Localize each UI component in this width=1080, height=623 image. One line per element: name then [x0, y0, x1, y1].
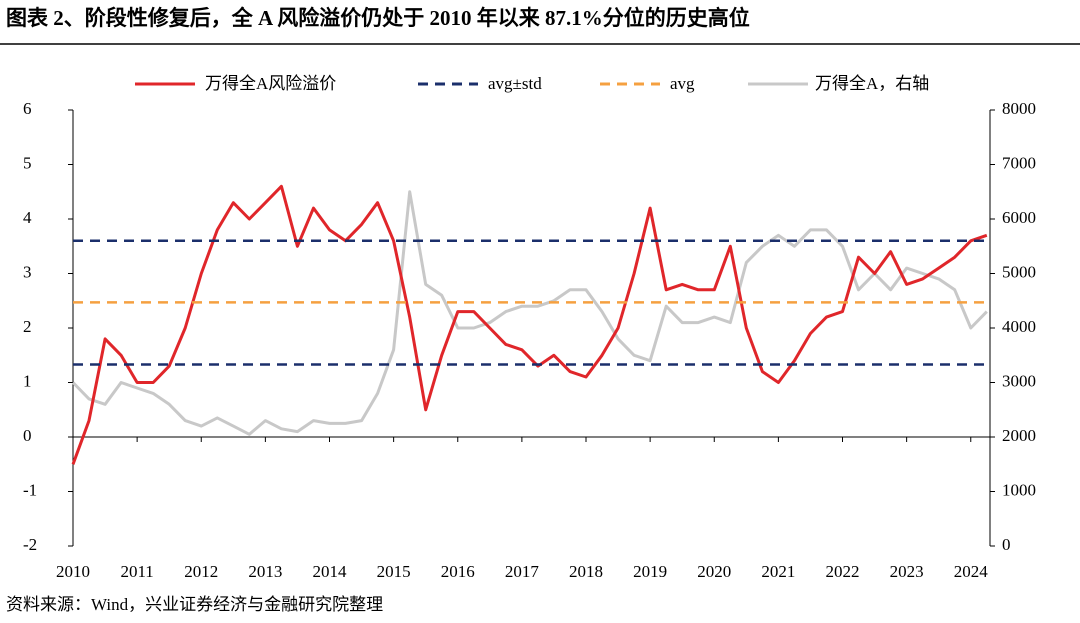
y-tick-label: 6: [23, 99, 32, 118]
y2-tick-label: 3000: [1002, 371, 1036, 390]
x-tick-label: 2019: [633, 562, 667, 581]
y-tick-label: -1: [23, 480, 37, 499]
series-line: [71, 184, 988, 465]
y2-tick-label: 5000: [1002, 262, 1036, 281]
y-tick-label: 5: [23, 153, 32, 172]
legend-label: avg±std: [488, 74, 542, 93]
x-tick-label: 2014: [313, 562, 348, 581]
legend-label: 万得全A，右轴: [815, 74, 929, 93]
x-tick-label: 2020: [697, 562, 731, 581]
y-tick-label: 2: [23, 317, 32, 336]
x-tick-label: 2024: [954, 562, 989, 581]
x-tick-label: 2010: [56, 562, 90, 581]
y2-tick-label: 7000: [1002, 153, 1036, 172]
y2-tick-label: 8000: [1002, 99, 1036, 118]
x-tick-label: 2023: [890, 562, 924, 581]
x-tick-label: 2012: [184, 562, 218, 581]
x-tick-label: 2011: [120, 562, 153, 581]
y2-tick-label: 0: [1002, 535, 1011, 554]
x-tick-label: 2022: [826, 562, 860, 581]
x-tick-label: 2016: [441, 562, 475, 581]
y2-tick-label: 6000: [1002, 208, 1036, 227]
legend-label: 万得全A风险溢价: [205, 74, 336, 93]
y-tick-label: 3: [23, 262, 32, 281]
y-tick-label: 4: [23, 208, 32, 227]
x-tick-label: 2013: [248, 562, 282, 581]
legend-label: avg: [670, 74, 695, 93]
series-line: [71, 190, 988, 436]
y2-tick-label: 4000: [1002, 317, 1036, 336]
x-tick-label: 2018: [569, 562, 603, 581]
y2-tick-label: 1000: [1002, 480, 1036, 499]
x-tick-label: 2015: [377, 562, 411, 581]
y-tick-label: 0: [23, 426, 32, 445]
y-tick-label: -2: [23, 535, 37, 554]
y-tick-label: 1: [23, 371, 32, 390]
x-tick-label: 2021: [761, 562, 795, 581]
chart-title: 图表 2、阶段性修复后，全 A 风险溢价仍处于 2010 年以来 87.1%分位…: [6, 6, 750, 30]
source-note: 资料来源：Wind，兴业证券经济与金融研究院整理: [6, 595, 383, 614]
x-tick-label: 2017: [505, 562, 540, 581]
y2-tick-label: 2000: [1002, 426, 1036, 445]
